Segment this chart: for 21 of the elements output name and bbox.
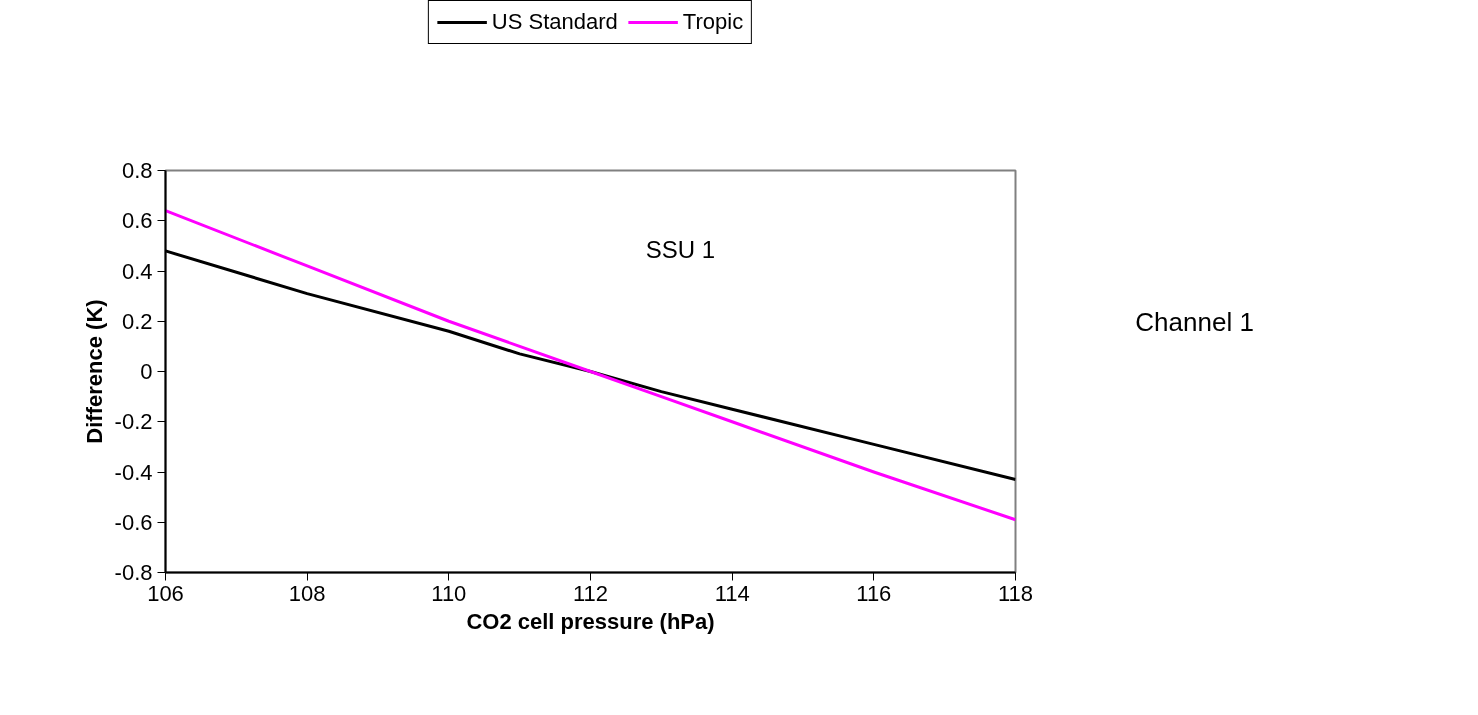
x-tick-label: 108	[288, 580, 326, 606]
y-tick-label: 0.6	[121, 208, 153, 234]
legend-label: Tropic	[682, 9, 744, 35]
y-tick-label: 0.2	[121, 308, 153, 334]
x-tick-label: 114	[714, 580, 750, 606]
y-axis-title: Difference (K)	[81, 299, 107, 444]
text: Channel 1	[1135, 306, 1254, 337]
y-tick-label: 0.4	[121, 258, 153, 284]
x-tick-label: 116	[856, 580, 892, 606]
annotation: SSU 1	[645, 235, 716, 263]
y-tick-label: 0	[140, 359, 153, 384]
y-tick-label: -0.4	[114, 459, 153, 485]
y-tick-label: -0.6	[114, 509, 153, 535]
x-tick-label: 112	[572, 580, 609, 606]
x-axis-title: CO2 cell pressure (hPa)	[466, 608, 715, 634]
y-tick-label: -0.2	[114, 409, 153, 435]
legend-label: US Standard	[491, 9, 618, 35]
line-series	[165, 209, 1016, 522]
x-tick-label: 118	[997, 580, 1034, 606]
x-tick-label: 110	[431, 580, 467, 606]
y-tick-label: 0.8	[121, 158, 153, 183]
